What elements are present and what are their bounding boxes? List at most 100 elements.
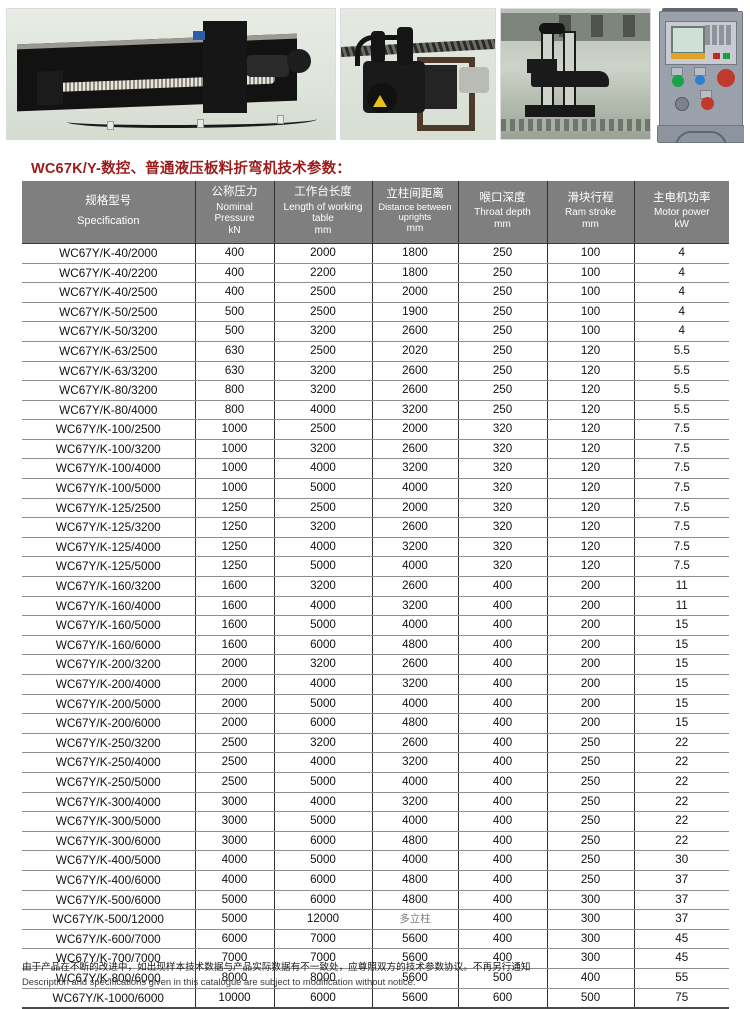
cell-specification: WC67Y/K-200/6000 bbox=[22, 713, 196, 734]
table-row: WC67Y/K-125/2500 1250 2500 2000 320 120 7.5 bbox=[22, 498, 729, 519]
table-row: WC67Y/K-63/2500 630 2500 2020 250 120 5.5 bbox=[22, 341, 729, 362]
cell-specification: WC67Y/K-400/5000 bbox=[22, 850, 196, 871]
table-cell: 15 bbox=[634, 654, 729, 676]
cell-specification: WC67Y/K-250/4000 bbox=[22, 752, 196, 773]
column-header-distance-uprights: 立柱间距离 Distance between uprights mm bbox=[372, 181, 459, 244]
table-cell: 4000 bbox=[274, 674, 373, 695]
table-cell: 2000 bbox=[195, 654, 275, 676]
table-cell: 2500 bbox=[195, 772, 275, 793]
table-cell: 7000 bbox=[274, 948, 373, 969]
column-header-motor-power: 主电机功率 Motor power kW bbox=[634, 181, 729, 244]
table-cell: 4000 bbox=[274, 458, 373, 480]
table-row: WC67Y/K-80/4000 800 4000 3200 250 120 5.5 bbox=[22, 400, 729, 421]
table-cell: 5600 bbox=[372, 948, 459, 969]
table-cell: 5000 bbox=[274, 694, 373, 715]
table-cell: 250 bbox=[458, 400, 548, 421]
table-cell: 2000 bbox=[195, 694, 275, 715]
table-cell: 7.5 bbox=[634, 498, 729, 519]
table-cell: 22 bbox=[634, 733, 729, 754]
table-cell: 37 bbox=[634, 870, 729, 891]
table-cell: 45 bbox=[634, 948, 729, 969]
table-cell: 3200 bbox=[274, 517, 373, 538]
table-cell: 3200 bbox=[274, 733, 373, 754]
cell-specification: WC67Y/K-200/5000 bbox=[22, 694, 196, 715]
table-row: WC67Y/K-80/3200 800 3200 2600 250 120 5.5 bbox=[22, 380, 729, 401]
table-row: WC67Y/K-300/6000 3000 6000 4800 400 250 22 bbox=[22, 831, 729, 852]
table-cell: 1800 bbox=[372, 243, 459, 264]
table-cell: 400 bbox=[458, 674, 548, 695]
table-row: WC67Y/K-500/6000 5000 6000 4800 400 300 37 bbox=[22, 890, 729, 911]
column-header-specification-cn: 规格型号 bbox=[85, 195, 132, 208]
table-cell: 15 bbox=[634, 674, 729, 695]
servo-motor-photo bbox=[339, 8, 496, 140]
table-cell: 4000 bbox=[372, 556, 459, 578]
cell-specification: WC67Y/K-50/2500 bbox=[22, 302, 196, 323]
table-cell: 400 bbox=[458, 890, 548, 911]
table-cell: 7.5 bbox=[634, 517, 729, 538]
table-cell: 5000 bbox=[274, 556, 373, 578]
table-row: WC67Y/K-200/3200 2000 3200 2600 400 200 15 bbox=[22, 654, 729, 676]
cell-specification: WC67Y/K-250/5000 bbox=[22, 772, 196, 793]
table-cell: 3000 bbox=[195, 792, 275, 813]
table-cell: 120 bbox=[547, 361, 635, 382]
table-row: WC67Y/K-800/6000 8000 8000 5600 500 400 55 bbox=[22, 968, 729, 989]
table-row: WC67Y/K-50/2500 500 2500 1900 250 100 4 bbox=[22, 302, 729, 323]
table-cell: 200 bbox=[547, 654, 635, 676]
cell-specification: WC67Y/K-100/3200 bbox=[22, 439, 196, 460]
table-row: WC67Y/K-100/4000 1000 4000 3200 320 120 7.5 bbox=[22, 458, 729, 480]
table-cell: 200 bbox=[547, 694, 635, 715]
front-support-arm-photo bbox=[499, 8, 651, 140]
table-row: WC67Y/K-300/4000 3000 4000 3200 400 250 22 bbox=[22, 792, 729, 813]
table-cell: 400 bbox=[458, 635, 548, 656]
cell-specification: WC67Y/K-100/2500 bbox=[22, 419, 196, 440]
table-cell: 250 bbox=[458, 321, 548, 342]
table-cell: 120 bbox=[547, 537, 635, 558]
cell-specification: WC67Y/K-300/6000 bbox=[22, 831, 196, 852]
table-cell: 120 bbox=[547, 380, 635, 401]
table-cell: 4000 bbox=[274, 537, 373, 558]
table-cell: 2000 bbox=[195, 713, 275, 734]
table-header: 规格型号 Specification 公称压力 Nominal Pressure… bbox=[22, 181, 729, 244]
table-cell: 2500 bbox=[274, 419, 373, 440]
table-cell: 22 bbox=[634, 792, 729, 813]
cell-specification: WC67Y/K-125/2500 bbox=[22, 498, 196, 519]
table-cell: 400 bbox=[458, 811, 548, 832]
table-cell: 3000 bbox=[195, 811, 275, 832]
table-cell: 2600 bbox=[372, 361, 459, 382]
table-cell: 400 bbox=[458, 870, 548, 891]
table-cell: 5000 bbox=[274, 615, 373, 636]
table-cell: 2500 bbox=[274, 341, 373, 362]
footer-disclaimer: 由于产品在不断的改进中，如出现样本技术数据与产品实际数据有不一致处，应尊照双方的… bbox=[22, 962, 729, 988]
table-cell: 400 bbox=[458, 792, 548, 813]
table-cell: 4000 bbox=[274, 596, 373, 617]
cell-specification: WC67Y/K-800/6000 bbox=[22, 968, 196, 989]
cell-specification: WC67Y/K-80/3200 bbox=[22, 380, 196, 401]
table-cell: 1000 bbox=[195, 458, 275, 480]
table-cell: 3200 bbox=[372, 792, 459, 813]
table-cell: 250 bbox=[458, 341, 548, 362]
table-cell: 5.5 bbox=[634, 361, 729, 382]
table-cell: 120 bbox=[547, 341, 635, 362]
table-cell: 3200 bbox=[372, 458, 459, 480]
table-cell: 630 bbox=[195, 361, 275, 382]
column-header-specification-en: Specification bbox=[77, 214, 140, 227]
column-header-nominal-pressure-cn: 公称压力 bbox=[211, 186, 258, 198]
table-cell: 22 bbox=[634, 831, 729, 852]
table-cell: 2000 bbox=[372, 419, 459, 440]
table-cell: 6000 bbox=[274, 890, 373, 911]
table-cell: 7.5 bbox=[634, 419, 729, 440]
table-cell: 2000 bbox=[372, 282, 459, 303]
table-cell: 5600 bbox=[372, 968, 459, 989]
table-cell: 5000 bbox=[274, 850, 373, 871]
table-row: WC67Y/K-125/3200 1250 3200 2600 320 120 7.5 bbox=[22, 517, 729, 538]
table-cell: 1250 bbox=[195, 556, 275, 578]
cell-specification: WC67Y/K-125/3200 bbox=[22, 517, 196, 538]
table-cell: 4800 bbox=[372, 831, 459, 852]
table-row: WC67Y/K-125/5000 1250 5000 4000 320 120 7.5 bbox=[22, 556, 729, 578]
column-header-motor-power-cn: 主电机功率 bbox=[653, 191, 711, 204]
table-row: WC67Y/K-400/5000 4000 5000 4000 400 250 30 bbox=[22, 850, 729, 871]
table-row: WC67Y/K-200/4000 2000 4000 3200 400 200 15 bbox=[22, 674, 729, 695]
table-cell: 250 bbox=[458, 243, 548, 264]
table-cell: 250 bbox=[547, 752, 635, 773]
column-header-throat-depth-en: Throat depth bbox=[474, 207, 531, 219]
